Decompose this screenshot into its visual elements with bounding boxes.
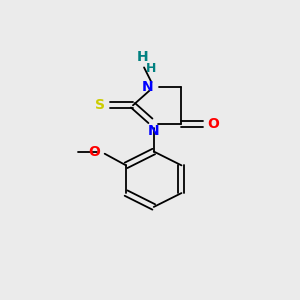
- Text: H: H: [146, 62, 157, 75]
- Text: N: N: [142, 80, 154, 94]
- Text: S: S: [95, 98, 105, 112]
- Text: H: H: [136, 50, 148, 64]
- Text: N: N: [148, 124, 160, 138]
- Text: O: O: [207, 117, 219, 131]
- Text: O: O: [89, 145, 100, 158]
